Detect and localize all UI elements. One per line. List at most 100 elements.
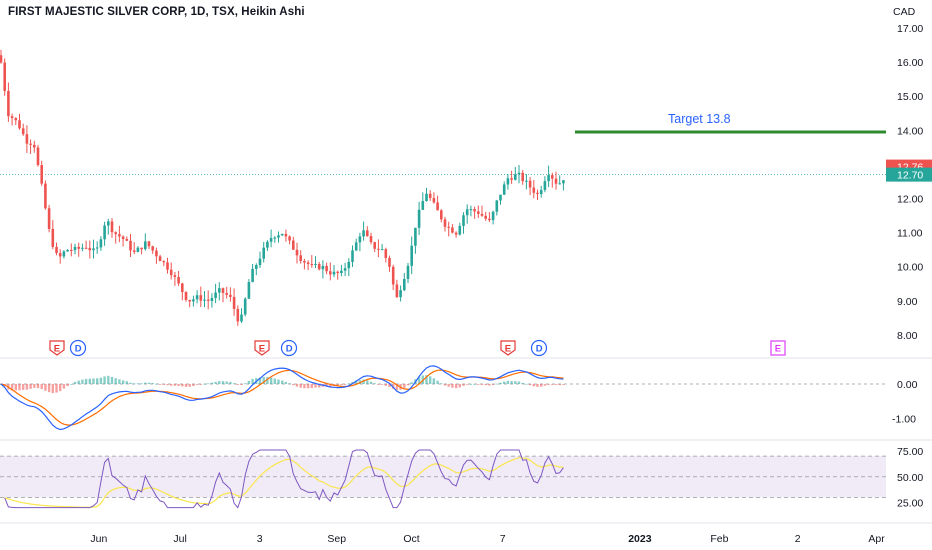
candle-body (70, 249, 73, 251)
macd-bar (192, 384, 195, 387)
dividend-marker-text: D (536, 344, 543, 355)
macd-bar (362, 379, 365, 384)
macd-bar (558, 384, 561, 386)
candle-body (21, 128, 25, 135)
macd-bar (229, 381, 232, 384)
macd-axis: 0.00 -1.00 (892, 379, 918, 426)
y-tick-label: 16.00 (897, 57, 923, 69)
y-tick-label: 17.00 (897, 23, 923, 35)
candle-body (81, 247, 84, 249)
macd-bar (129, 382, 132, 384)
macd-bar (207, 383, 210, 385)
candle-body (210, 297, 214, 301)
candle-body (177, 276, 180, 284)
y-tick-label: 25.00 (897, 498, 923, 510)
candle-body (310, 264, 314, 266)
macd-bar (173, 384, 177, 386)
macd-bar (366, 380, 369, 384)
x-axis: Jun Jul 3 Sep Oct 7 2023 Feb 2 Apr (90, 533, 885, 545)
candle-body (502, 184, 506, 195)
y-tick-label: 10.00 (897, 262, 923, 274)
candle-body (514, 174, 517, 180)
candle-body (40, 165, 43, 184)
y-tick-label: 11.00 (897, 228, 923, 240)
candle-body (351, 250, 354, 262)
candle-body (225, 292, 228, 295)
macd-bar (258, 377, 262, 384)
macd-bar (288, 383, 291, 385)
macd-bar (310, 384, 313, 389)
macd-bar (203, 383, 206, 385)
candle-body (551, 175, 554, 179)
macd-bar (451, 384, 454, 388)
earnings-marker-text: E (505, 344, 511, 355)
macd-bar (447, 384, 450, 387)
candle-body (295, 249, 299, 256)
macd-bar (488, 384, 491, 386)
candle-body (558, 183, 561, 185)
y-tick-label: 15.00 (897, 91, 923, 103)
candle-body (18, 120, 21, 129)
macd-bar (343, 384, 347, 385)
macd-bar (195, 384, 199, 385)
candle-body (517, 172, 521, 175)
candle-body (121, 236, 125, 239)
x-tick-label: Feb (710, 533, 728, 545)
macd-bar (554, 384, 558, 385)
candle-body (347, 261, 351, 269)
macd-bar (144, 382, 147, 384)
macd-bar (59, 384, 62, 392)
candle-body (107, 221, 110, 226)
y-tick-label: 75.00 (897, 446, 923, 458)
candle-body (510, 178, 513, 180)
y-tick-label: 14.00 (897, 125, 923, 137)
candle-body (114, 232, 117, 235)
candle-body (221, 288, 225, 293)
macd-bar (440, 383, 443, 385)
rsi-line (4, 449, 564, 509)
candle-body (173, 275, 177, 277)
candle-body (480, 213, 484, 216)
candle-body (440, 210, 443, 220)
macd-bar (110, 376, 114, 384)
macd-bar (225, 381, 228, 384)
macd-bar (273, 378, 276, 384)
macd-bar (33, 384, 36, 388)
currency-label: CAD (893, 6, 916, 18)
x-tick-label: Apr (868, 533, 885, 545)
macd-bar (18, 384, 21, 391)
macd-bar (155, 383, 158, 385)
candle-body (536, 192, 539, 195)
candle-body (532, 187, 536, 193)
earnings-marker (49, 340, 65, 356)
candle-body (255, 265, 258, 269)
macd-bar (495, 383, 498, 385)
candle-body (125, 238, 129, 241)
macd-bar (188, 384, 191, 387)
macd-bar (92, 378, 95, 384)
macd-bar (473, 383, 476, 385)
candles (0, 49, 565, 326)
candle-body (184, 291, 188, 300)
macd-bar (480, 384, 484, 385)
candle-body (10, 116, 14, 118)
candle-body (110, 221, 114, 233)
candle-body (528, 180, 532, 188)
candle-body (525, 180, 528, 182)
candle-body (144, 241, 147, 250)
y-tick-label: 50.00 (897, 472, 923, 484)
macd-bar (562, 384, 565, 385)
macd-bar (125, 381, 128, 384)
candle-body (336, 271, 339, 273)
macd-bar (47, 384, 51, 393)
candle-body (277, 235, 280, 238)
candle-body (506, 178, 510, 185)
candle-body (166, 262, 169, 270)
candle-body (199, 295, 203, 301)
macd-bar (51, 384, 54, 394)
macd-bar (543, 384, 547, 386)
x-tick-label: 7 (500, 533, 506, 545)
candle-body (432, 198, 436, 203)
y-tick-label: 9.00 (897, 296, 918, 308)
